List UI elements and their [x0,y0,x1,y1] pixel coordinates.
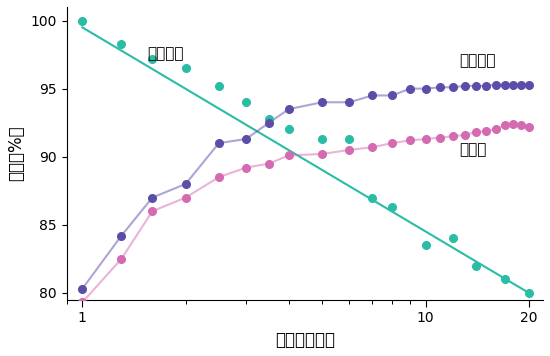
Text: 読み出し: 読み出し [459,53,496,68]
X-axis label: 繰り返し回数: 繰り返し回数 [275,331,335,349]
Text: 初期化: 初期化 [459,142,486,157]
Text: 非破壊性: 非破壊性 [147,46,184,61]
Y-axis label: 精度（%）: 精度（%） [7,126,25,181]
